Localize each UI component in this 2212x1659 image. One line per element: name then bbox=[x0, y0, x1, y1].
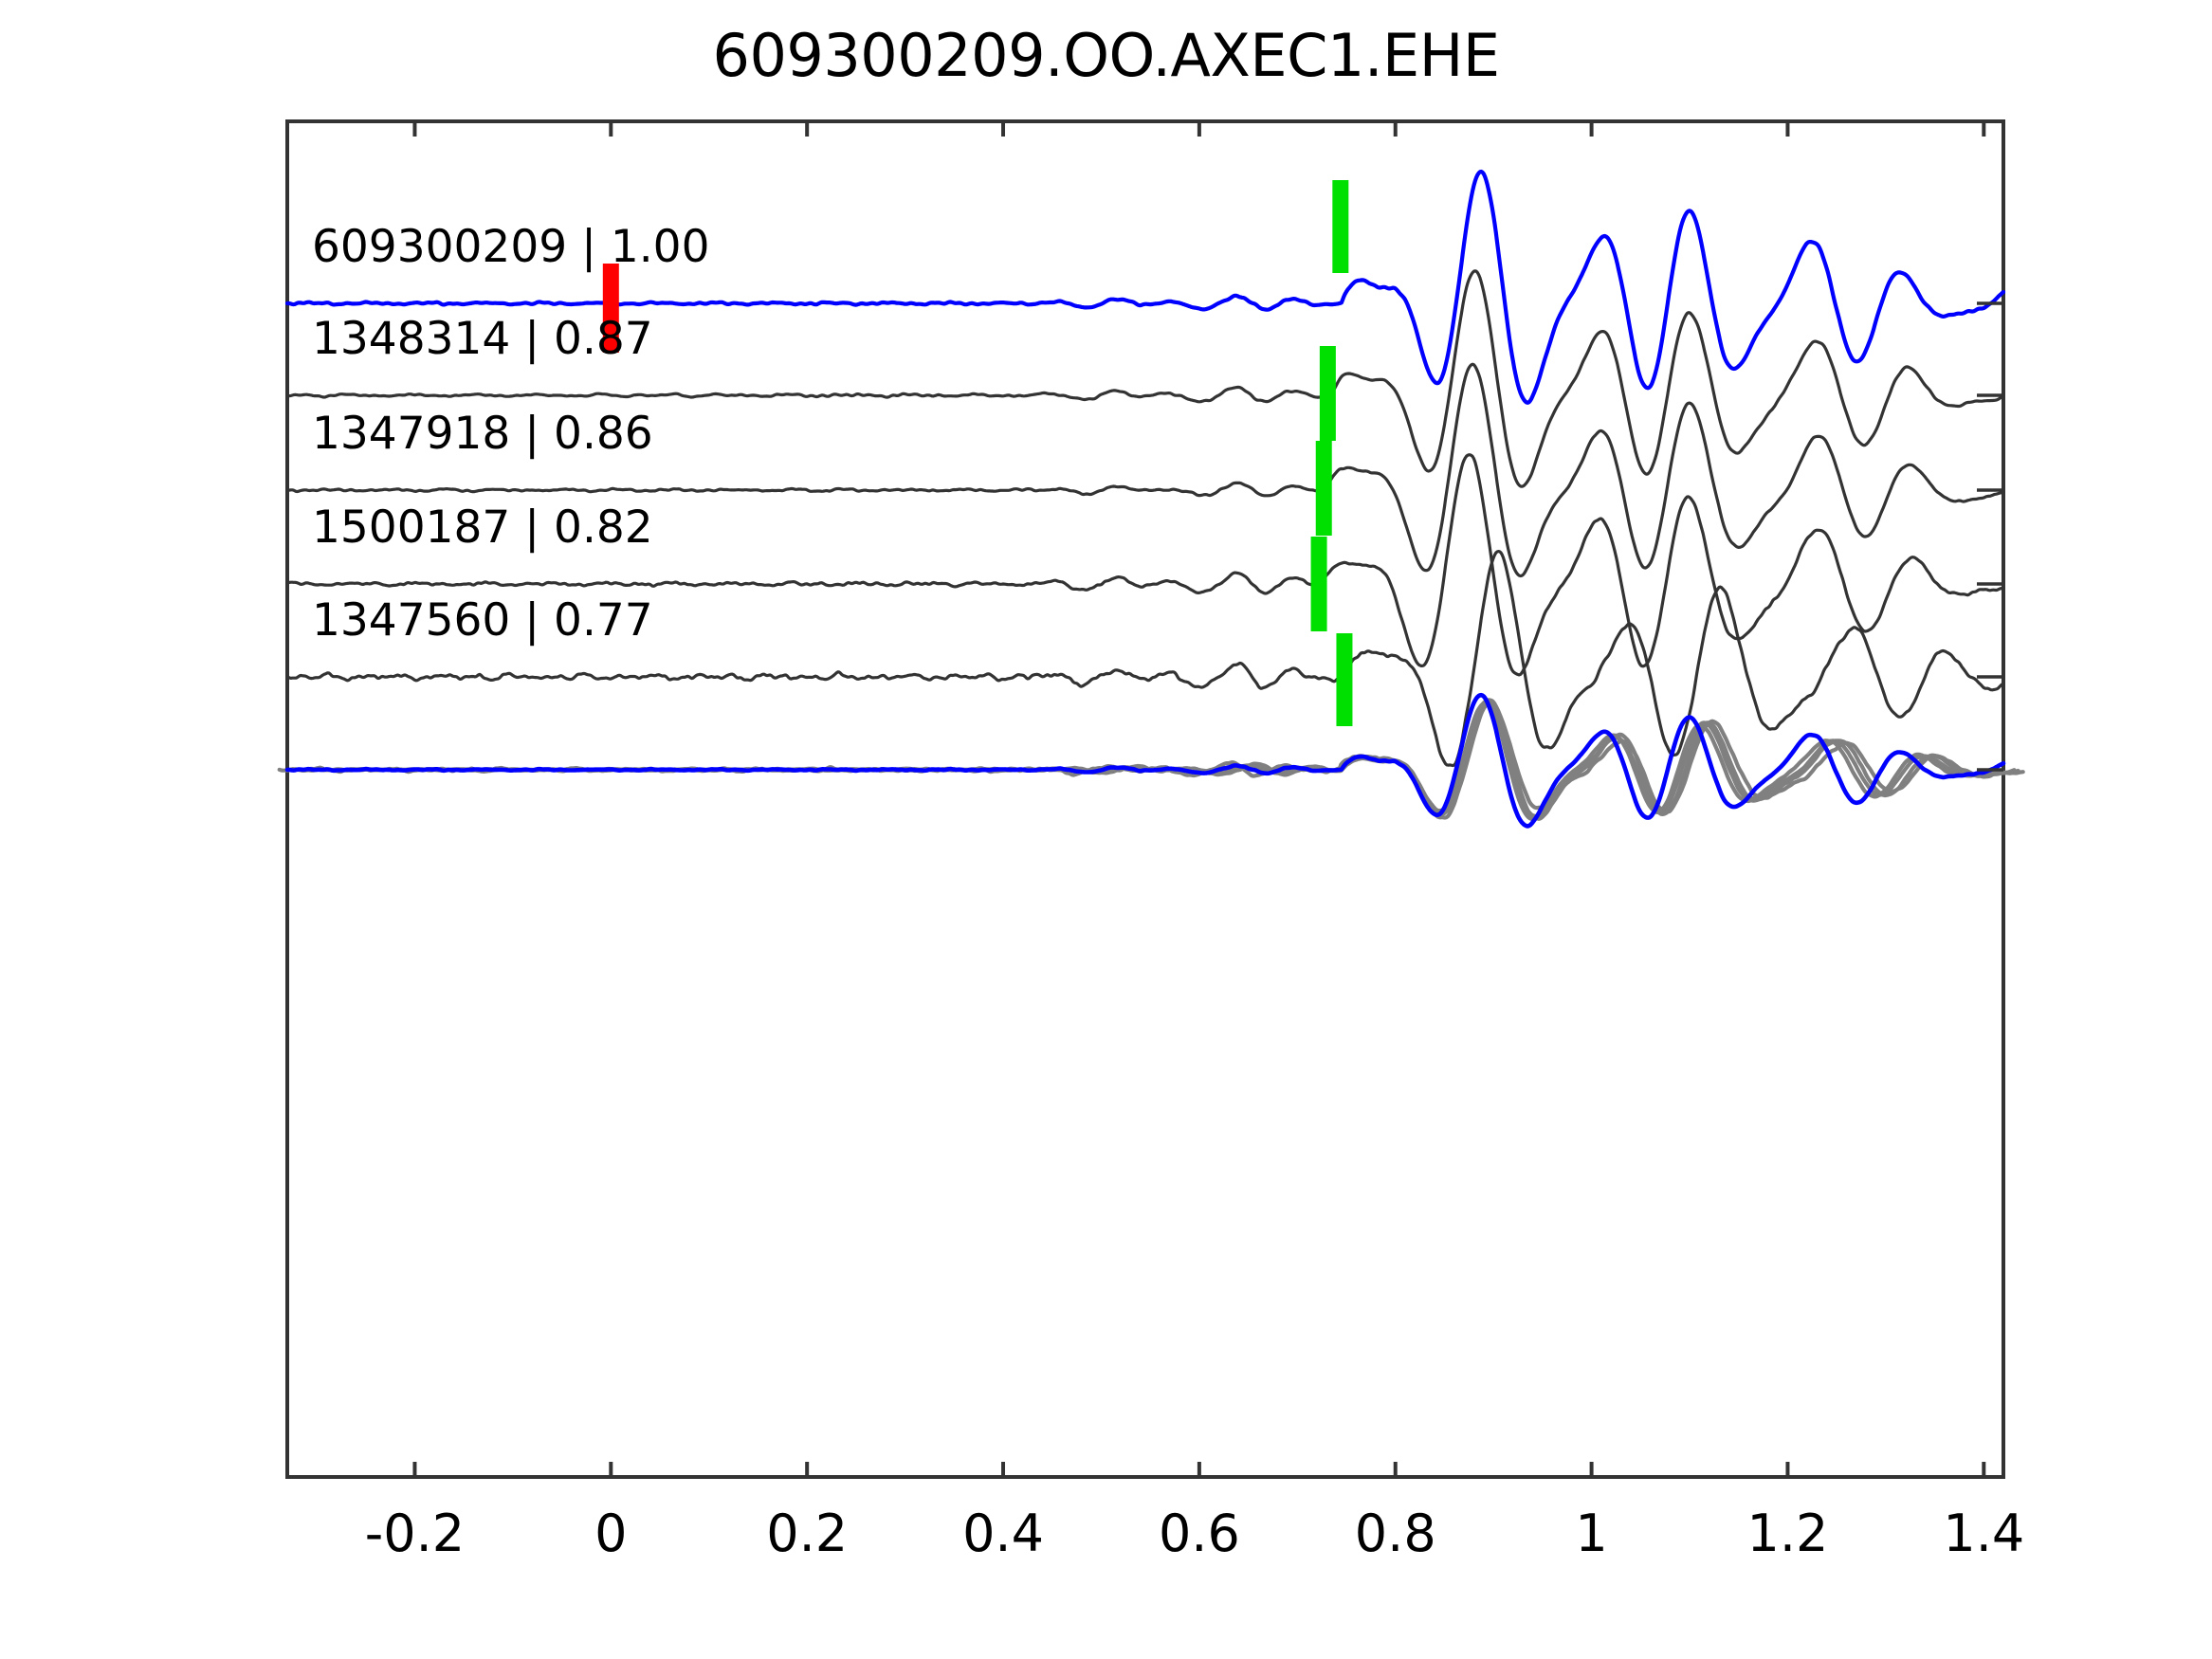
x-axis-ticks: -0.2 0 0.2 0.4 0.6 0.8 1 1.2 1.4 bbox=[365, 121, 2024, 1563]
overlay-template-line bbox=[284, 692, 2006, 829]
x-tick-label: 1.4 bbox=[1943, 1504, 2024, 1563]
page-title: 609300209.OO.AXEC1.EHE bbox=[712, 21, 1501, 90]
x-tick-label: 0 bbox=[594, 1504, 627, 1563]
waveform-line bbox=[285, 362, 2005, 578]
waveform-line bbox=[285, 550, 2005, 768]
trace-group: 1500187 | 0.82 bbox=[285, 453, 2005, 677]
waveform-line bbox=[285, 453, 2005, 677]
x-tick-label: -0.2 bbox=[365, 1504, 465, 1563]
trace-label: 1348314 | 0.87 bbox=[312, 313, 653, 365]
x-tick-label: 0.6 bbox=[1159, 1504, 1240, 1563]
plot-frame bbox=[285, 119, 2005, 1479]
x-tick-label: 1.2 bbox=[1747, 1504, 1829, 1563]
overlay-detection-line bbox=[304, 698, 2025, 821]
waveform-line bbox=[284, 169, 2006, 405]
trace-label: 1500187 | 0.82 bbox=[312, 501, 653, 554]
x-tick-label: 0.8 bbox=[1355, 1504, 1436, 1563]
waveform-line bbox=[285, 269, 2005, 488]
x-tick-label: 0.2 bbox=[766, 1504, 848, 1563]
x-tick-label: 1 bbox=[1575, 1504, 1607, 1563]
trace-group: 1348314 | 0.87 bbox=[285, 269, 2005, 488]
trace-group: 609300209 | 1.00 bbox=[284, 169, 2006, 405]
trace-label: 609300209 | 1.00 bbox=[312, 221, 710, 273]
trace-group: 1347560 | 0.77 bbox=[285, 550, 2005, 768]
trace-label: 1347560 | 0.77 bbox=[312, 594, 653, 647]
trace-group: 1347918 | 0.86 bbox=[285, 362, 2005, 578]
overlay-panel bbox=[277, 692, 2025, 829]
overlay-detection-line bbox=[277, 700, 1998, 820]
trace-label: 1347918 | 0.86 bbox=[312, 408, 653, 460]
x-tick-label: 0.4 bbox=[962, 1504, 1044, 1563]
